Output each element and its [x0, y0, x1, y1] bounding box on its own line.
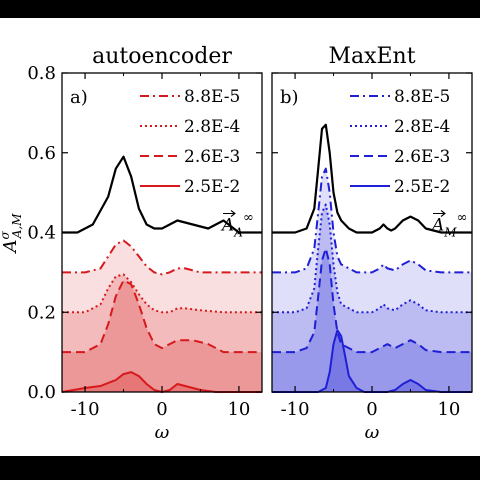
reference-symbol: A: [430, 216, 444, 236]
y-label-superscript: σ: [0, 230, 12, 239]
y-label-subscript: A,M: [10, 213, 24, 239]
y-tick-label: 0.0: [27, 382, 56, 403]
vector-arrow-icon: [433, 210, 446, 217]
y-axis-label: AσA,M: [0, 213, 24, 255]
x-tick-label: -10: [71, 399, 100, 420]
x-tick-label: 10: [227, 399, 250, 420]
panel-label: a): [70, 87, 88, 108]
vector-arrow-icon: [223, 210, 236, 217]
figure-canvas: -10 0 10 0.0 0.2 0.4 0.6 0.8 autoencoder a) ω 8.8E-…: [0, 18, 480, 456]
reference-superscript: ∞: [457, 211, 468, 226]
series-line: [62, 279, 262, 354]
y-tick-label: 0.6: [27, 143, 56, 164]
reference-annotation: AM∞: [430, 211, 467, 240]
reference-symbol: A: [220, 216, 234, 236]
reference-annotation: AA∞: [220, 211, 254, 240]
series-fill: [272, 168, 472, 392]
x-tick-label: -10: [281, 399, 310, 420]
x-tick-label: 10: [437, 399, 460, 420]
panel-label: b): [280, 87, 299, 108]
series-fill: [272, 248, 472, 392]
series-fill: [62, 274, 262, 392]
series-line: [62, 239, 262, 276]
y-label-base: A: [0, 239, 21, 254]
panel-b: -10 0 10 MaxEnt b) ω 8.8E-5 2.8E-4 2.6E-3 2.5E-2 A…: [271, 44, 473, 443]
legend-label: 2.6E-3: [394, 147, 450, 167]
series-line: [272, 329, 472, 393]
series-line: [272, 167, 472, 274]
y-tick-label: 0.8: [27, 63, 56, 84]
series-line: [62, 273, 262, 314]
series-fill: [272, 204, 472, 392]
x-axis-label: ω: [365, 422, 380, 443]
legend-label: 2.8E-4: [394, 117, 450, 137]
series-fill: [62, 280, 262, 392]
panel-title: autoencoder: [92, 44, 232, 69]
legend-label: 8.8E-5: [184, 87, 240, 107]
reference-superscript: ∞: [243, 211, 254, 226]
legend-label: 8.8E-5: [394, 87, 450, 107]
legend-label: 2.5E-2: [394, 177, 450, 197]
x-tick-label: 0: [366, 399, 377, 420]
x-axis-label: ω: [155, 422, 170, 443]
y-tick-label: 0.4: [27, 223, 56, 244]
series-line: [272, 247, 472, 354]
panel-title: MaxEnt: [328, 44, 415, 69]
reference-line: [62, 155, 262, 234]
legend-label: 2.5E-2: [184, 177, 240, 197]
series-line: [61, 371, 262, 393]
series-fill: [62, 240, 262, 392]
reference-subscript: A: [233, 226, 243, 240]
y-tick-label: 0.2: [27, 302, 56, 323]
legend-label: 2.6E-3: [184, 147, 240, 167]
x-tick-label: 0: [156, 399, 167, 420]
series-fill: [62, 372, 262, 392]
legend-label: 2.8E-4: [184, 117, 240, 137]
reference-line: [272, 123, 472, 234]
reference-subscript: M: [443, 226, 457, 240]
series-line: [272, 203, 472, 314]
